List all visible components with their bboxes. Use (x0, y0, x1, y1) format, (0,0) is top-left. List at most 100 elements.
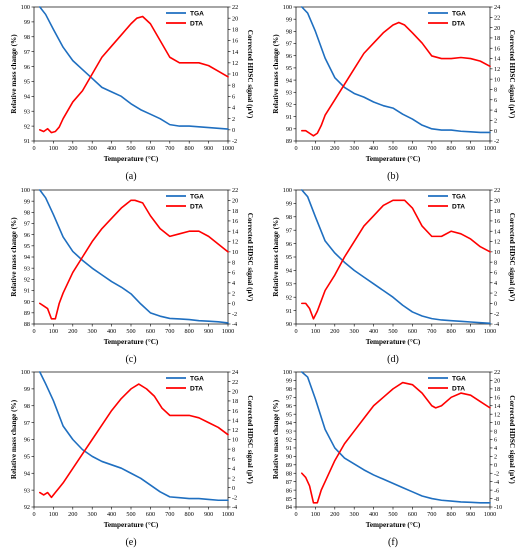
y-right-tick-label: 12 (232, 239, 238, 246)
y-right-tick-label: 12 (494, 66, 500, 73)
y-left-tick-label: 94 (24, 470, 30, 477)
y-left-tick-label: 94 (24, 254, 30, 261)
y-right-tick-label: 8 (494, 87, 497, 94)
legend-label: TGA (190, 375, 204, 382)
y-right-tick-label: -4 (494, 321, 499, 328)
y-right-tick-label: 8 (232, 82, 235, 89)
y-left-axis-title: Relative mass change (%) (272, 34, 280, 114)
x-tick-label: 800 (185, 328, 194, 335)
y-left-axis-title: Relative mass change (%) (10, 217, 18, 297)
x-tick-label: 500 (126, 145, 135, 152)
y-left-tick-label: 97 (286, 227, 292, 234)
x-tick-label: 400 (369, 511, 378, 518)
y-right-tick-label: 6 (494, 270, 497, 277)
y-right-tick-label: 10 (232, 437, 238, 444)
x-tick-label: 1000 (222, 145, 234, 152)
tga-series-line (301, 189, 491, 325)
y-right-tick-label: -2 (232, 311, 237, 318)
y-left-tick-label: 91 (286, 308, 292, 315)
y-right-tick-label: 6 (232, 270, 235, 277)
x-tick-label: 300 (350, 145, 359, 152)
y-left-tick-label: 93 (286, 89, 292, 96)
x-tick-label: 500 (388, 511, 397, 518)
y-right-tick-label: 12 (232, 427, 238, 434)
x-tick-label: 900 (466, 145, 475, 152)
y-left-tick-label: 88 (24, 321, 30, 328)
y-right-tick-label: 2 (232, 475, 235, 482)
x-tick-label: 400 (107, 145, 116, 152)
x-tick-label: 600 (408, 328, 417, 335)
y-right-tick-label: 8 (232, 259, 235, 266)
y-left-tick-label: 97 (24, 420, 30, 427)
y-right-tick-label: 20 (232, 15, 238, 22)
y-left-tick-label: 96 (24, 232, 30, 239)
x-tick-label: 100 (49, 145, 58, 152)
y-right-tick-label: 4 (232, 280, 235, 287)
x-tick-label: 200 (330, 328, 339, 335)
x-tick-label: 500 (388, 145, 397, 152)
y-right-tick-label: -2 (494, 470, 499, 477)
x-axis-title: Temperature (°C) (104, 521, 159, 529)
y-right-tick-label: 12 (494, 411, 500, 418)
y-right-tick-label: 12 (494, 239, 500, 246)
x-axis-title: Temperature (°C) (366, 521, 421, 529)
y-left-tick-label: 100 (283, 4, 292, 11)
y-right-tick-label: 20 (494, 198, 500, 205)
tga-series-line (301, 371, 491, 504)
y-right-tick-label: 10 (494, 249, 500, 256)
y-left-tick-label: 99 (286, 16, 292, 23)
x-tick-label: 800 (447, 145, 456, 152)
y-right-tick-label: 4 (494, 107, 497, 114)
y-left-tick-label: 99 (24, 19, 30, 26)
x-tick-label: 700 (427, 145, 436, 152)
x-tick-label: 1000 (222, 328, 234, 335)
x-axis-title: Temperature (°C) (104, 338, 159, 346)
x-tick-label: 800 (447, 511, 456, 518)
y-right-tick-label: 0 (494, 128, 497, 135)
y-left-tick-label: 100 (283, 369, 292, 376)
y-right-tick-label: -4 (232, 504, 237, 511)
y-left-tick-label: 94 (286, 77, 292, 84)
x-tick-label: 900 (466, 328, 475, 335)
tga-series-line (39, 371, 229, 502)
y-left-tick-label: 97 (24, 221, 30, 228)
x-tick-label: 300 (88, 328, 97, 335)
x-tick-label: 300 (350, 511, 359, 518)
y-left-tick-label: 89 (286, 138, 292, 145)
chart-panel: 0 100 200 300 400 500 600 700 800 900 100090919293… (272, 187, 516, 365)
y-right-tick-label: 16 (494, 218, 500, 225)
y-left-tick-label: 96 (286, 403, 292, 410)
dta-series-line (39, 199, 229, 320)
y-right-tick-label: -10 (494, 504, 502, 511)
y-left-tick-label: 93 (24, 265, 30, 272)
y-left-tick-label: 93 (286, 281, 292, 288)
y-left-tick-label: 91 (24, 288, 30, 295)
x-tick-label: 1000 (484, 328, 496, 335)
x-tick-label: 100 (49, 328, 58, 335)
y-left-tick-label: 95 (24, 243, 30, 250)
legend-label: DTA (190, 20, 203, 27)
y-right-tick-label: 14 (232, 228, 238, 235)
legend-label: DTA (190, 385, 203, 392)
y-left-tick-label: 84 (286, 504, 292, 511)
x-axis-title: Temperature (°C) (104, 155, 159, 163)
y-right-tick-label: 4 (494, 445, 497, 452)
y-right-tick-label: 10 (494, 420, 500, 427)
x-tick-label: 200 (68, 511, 77, 518)
dta-series-line (301, 381, 491, 504)
x-tick-label: 700 (427, 328, 436, 335)
y-left-tick-label: 88 (286, 470, 292, 477)
y-left-tick-label: 98 (24, 210, 30, 217)
x-tick-label: 800 (185, 145, 194, 152)
y-right-tick-label: 20 (494, 378, 500, 385)
y-left-tick-label: 95 (286, 411, 292, 418)
x-tick-label: 0 (294, 328, 297, 335)
x-tick-label: 100 (311, 328, 320, 335)
legend-label: TGA (452, 10, 466, 17)
y-right-tick-label: 16 (494, 395, 500, 402)
y-right-tick-label: 22 (232, 4, 238, 11)
y-right-tick-label: 2 (494, 290, 497, 297)
y-left-tick-label: 92 (286, 437, 292, 444)
panel-caption: (b) (387, 171, 399, 182)
y-right-tick-label: 22 (232, 379, 238, 386)
